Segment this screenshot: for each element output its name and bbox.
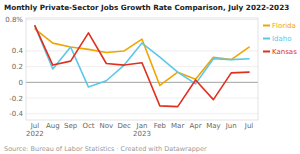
x-tick-label-line: Jan [136,122,148,130]
x-tick-label: Feb [154,122,167,130]
x-tick-label: Dec [117,122,131,130]
x-tick-label-line: Aug [46,122,60,130]
y-tick-label: 0.8% [5,16,23,24]
x-tick-label: Mar [171,122,184,130]
plot-frame [26,18,258,120]
x-tick-label-line: Nov [99,122,113,130]
source: Source: Bureau of Labor Statistics · Cre… [4,145,207,153]
x-tick-label: Apr [189,122,201,130]
x-tick-label: Jul2022 [26,122,44,138]
series-line [35,29,249,86]
y-tick-label: 0 [19,79,23,87]
y-tick-label: -0.2 [9,95,23,103]
zero-line [26,82,258,83]
legend-label: Kansas [272,48,297,56]
grid-line [26,98,258,99]
lines [35,26,249,107]
x-tick-label-line: Sep [64,122,78,130]
x-tick-label: Nov [99,122,113,130]
x-tick-label: Aug [46,122,60,130]
series-line [35,26,249,87]
x-tick-label-line: Dec [117,122,131,130]
chart: Monthly Private-Sector Jobs Growth Rate … [0,0,300,154]
legend-swatch [263,51,270,53]
grid-line [26,19,258,20]
legend-swatch [263,25,270,27]
x-tick-label-line: Feb [154,122,167,130]
x-tick-label-line: Oct [82,122,94,130]
x-tick-label-line: Apr [189,122,201,130]
x-tick-label-line: Jun [225,122,237,130]
grid-line [26,66,258,67]
legend-swatch [263,38,270,40]
x-tick-label: Sep [64,122,78,130]
x-tick-label-line: Jul [30,122,40,130]
y-tick-label: 0.4 [12,47,24,55]
grid [26,20,258,114]
x-tick-label: May [206,122,220,130]
x-tick-label-line: 2023 [133,130,151,138]
series-line [35,26,249,107]
x-tick-label-line: Jul [244,122,254,130]
y-tick-label: 0.2 [12,63,23,71]
x-tick-label: Jul [244,122,254,130]
legend-label: Florida [272,22,296,30]
x-tick-label-line: May [206,122,220,130]
legend-label: Idaho [272,35,292,43]
x-tick-label-line: Mar [171,122,184,130]
x-tick-label: Jan2023 [133,122,151,138]
x-tick-label: Jun [225,122,237,130]
grid-line [26,50,258,51]
title: Monthly Private-Sector Jobs Growth Rate … [4,3,289,12]
x-tick-label: Oct [82,122,94,130]
y-tick-label: -0.4 [9,110,23,118]
x-tick-label-line: 2022 [26,130,44,138]
grid-line [26,113,258,114]
legend: Florida Idaho Kansas [263,22,297,56]
